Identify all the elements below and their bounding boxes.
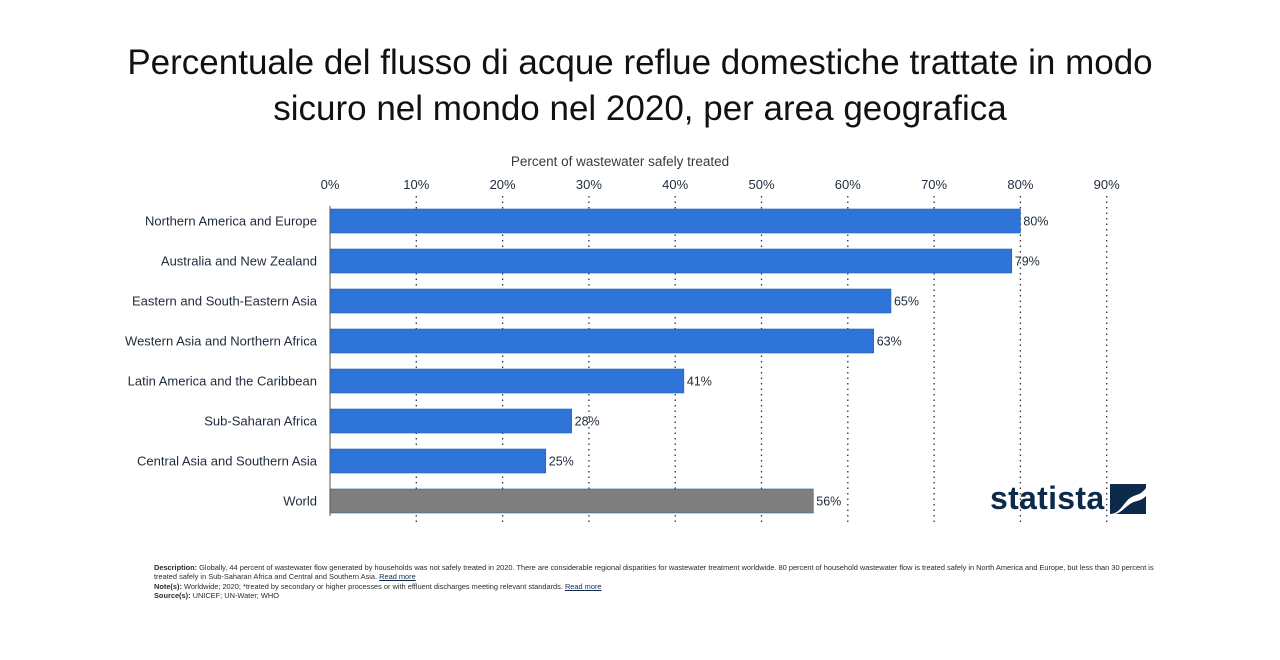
x-tick-label: 30% [576,177,602,192]
category-label: Central Asia and Southern Asia [137,454,318,469]
value-label: 41% [687,375,712,389]
note-text: Worldwide; 2020; *treated by secondary o… [181,581,563,591]
category-label: Sub-Saharan Africa [204,414,318,429]
note-label: Note(s): [154,581,182,591]
note-read-more-link[interactable]: Read more [564,581,602,591]
x-tick-label: 0% [321,177,340,192]
chart-footer: Description: Globally, 44 percent of was… [154,563,1164,601]
bar[interactable] [329,368,685,394]
value-label: 79% [1015,255,1040,269]
brand-name: statista [990,480,1105,516]
bar[interactable] [329,288,892,314]
category-label: Northern America and Europe [145,214,317,229]
statista-logo-icon [1110,483,1147,514]
value-label: 65% [894,295,919,309]
x-tick-label: 60% [835,177,861,192]
category-label: Latin America and the Caribbean [128,374,317,389]
x-tick-label: 90% [1094,177,1120,192]
category-label: Eastern and South-Eastern Asia [132,294,318,309]
value-label: 28% [575,415,600,429]
bar[interactable] [329,328,874,354]
bar[interactable] [329,248,1013,274]
bar[interactable] [329,488,814,514]
bar-chart: Percent of wastewater safely treated 0% 1… [125,154,1121,522]
x-tick-label: 50% [748,177,774,192]
bar[interactable] [329,208,1021,234]
x-tick-label: 20% [490,177,516,192]
x-tick-label: 70% [921,177,947,192]
description-text: Globally, 44 percent of wastewater flow … [154,563,1154,582]
value-label: 56% [816,495,841,509]
x-axis-ticks: 0% 10% 20% 30% 40% 50% 60% 70% 80% 90% [321,177,1121,192]
value-label: 25% [549,455,574,469]
page-title: Percentuale del flusso di acque reflue d… [127,43,1153,128]
bar[interactable] [329,448,547,474]
statista-logo[interactable]: statista [990,480,1147,517]
bar[interactable] [329,408,572,434]
x-tick-label: 80% [1007,177,1033,192]
category-label: Western Asia and Northern Africa [125,334,318,349]
value-label: 80% [1023,215,1048,229]
description-label: Description: [154,563,198,572]
description-read-more-link[interactable]: Read more [379,572,416,582]
x-tick-label: 40% [662,177,688,192]
source-text: UNICEF; UN-Water; WHO [190,591,279,601]
description-line: Description: Globally, 44 percent of was… [154,563,1164,582]
value-label: 63% [877,335,902,349]
x-tick-label: 10% [403,177,429,192]
source-line: Source(s): UNICEF; UN-Water; WHO [154,591,1164,600]
category-label: Australia and New Zealand [161,254,317,269]
x-axis-title: Percent of wastewater safely treated [511,154,729,169]
source-label: Source(s): [154,591,191,601]
category-label: World [283,494,317,509]
note-line: Note(s): Worldwide; 2020; *treated by se… [154,582,1164,591]
bars: Northern America and Europe 80% Australia … [125,206,1048,516]
